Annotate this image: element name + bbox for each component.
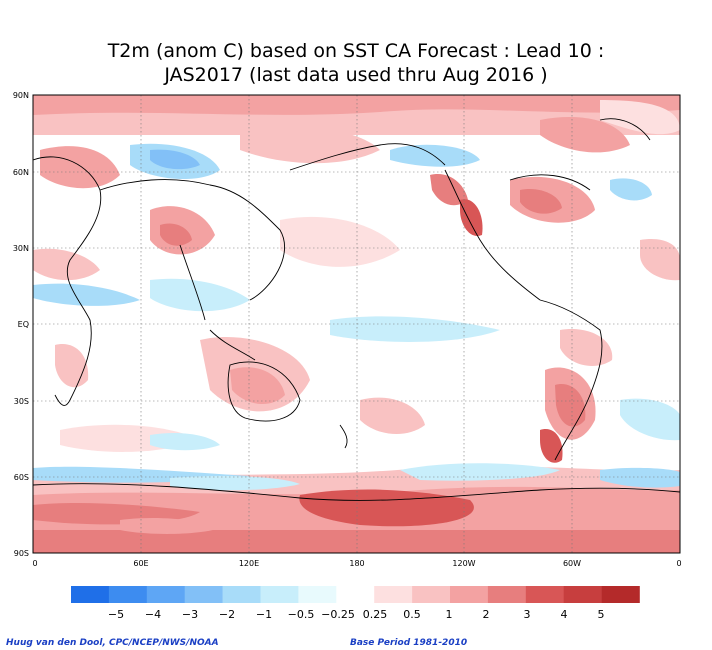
lat-label: 60N bbox=[13, 168, 29, 177]
colorbar-label: 2 bbox=[483, 608, 490, 621]
lat-label: 60S bbox=[14, 473, 29, 482]
colorbar-label: −2 bbox=[219, 608, 235, 621]
colorbar-box bbox=[601, 586, 640, 603]
colorbar-label: −3 bbox=[182, 608, 198, 621]
colorbar-label: 4 bbox=[561, 608, 568, 621]
colorbar-box bbox=[108, 586, 148, 603]
colorbar-box bbox=[336, 586, 375, 603]
colorbar-label: 3 bbox=[524, 608, 531, 621]
colorbar-label: −1 bbox=[256, 608, 272, 621]
lat-label: 30S bbox=[14, 397, 29, 406]
coastlines bbox=[33, 118, 680, 501]
lat-label: EQ bbox=[18, 320, 29, 329]
colorbar-label: −5 bbox=[108, 608, 124, 621]
colorbar-label: −0.5 bbox=[288, 608, 315, 621]
colorbar-label: −4 bbox=[145, 608, 161, 621]
graticule bbox=[33, 95, 680, 553]
lat-label: 30N bbox=[13, 244, 29, 253]
colorbar-box bbox=[450, 586, 489, 603]
colorbar-label: 1 bbox=[446, 608, 453, 621]
colorbar-label: 0.5 bbox=[403, 608, 421, 621]
colorbar-label: −0.25 bbox=[321, 608, 355, 621]
lon-label: 0 bbox=[32, 559, 37, 568]
colorbar-box bbox=[487, 586, 527, 603]
colorbar bbox=[71, 586, 640, 603]
colorbar-box bbox=[260, 586, 299, 603]
map-frame bbox=[32, 94, 681, 554]
title-line-2: JAS2017 (last data used thru Aug 2016 ) bbox=[164, 64, 548, 86]
lon-label: 120E bbox=[239, 559, 259, 568]
colorbar-box bbox=[298, 586, 337, 603]
lon-label: 180 bbox=[349, 559, 364, 568]
colorbar-box bbox=[374, 586, 413, 603]
anomaly-map: 90N 60N 30N EQ 30S 60S 90S 0 60E 120E 18… bbox=[13, 91, 682, 621]
lon-label: 60W bbox=[563, 559, 581, 568]
colorbar-box bbox=[222, 586, 261, 603]
lon-label: 60E bbox=[133, 559, 148, 568]
colorbar-box bbox=[71, 586, 110, 603]
colorbar-box bbox=[525, 586, 564, 603]
colorbar-box bbox=[184, 586, 223, 603]
lat-label: 90N bbox=[13, 91, 29, 100]
colorbar-box bbox=[412, 586, 451, 603]
title-line-1: T2m (anom C) based on SST CA Forecast : … bbox=[107, 40, 605, 62]
colorbar-box bbox=[146, 586, 185, 603]
colorbar-label: 0.25 bbox=[363, 608, 388, 621]
colorbar-box bbox=[563, 586, 602, 603]
colorbar-label: 5 bbox=[598, 608, 605, 621]
lon-label: 0 bbox=[676, 559, 681, 568]
lat-label: 90S bbox=[14, 549, 29, 558]
lon-label: 120W bbox=[452, 559, 475, 568]
credit-text: Huug van den Dool, CPC/NCEP/NWS/NOAA bbox=[6, 638, 219, 648]
base-period-text: Base Period 1981-2010 bbox=[350, 638, 468, 648]
